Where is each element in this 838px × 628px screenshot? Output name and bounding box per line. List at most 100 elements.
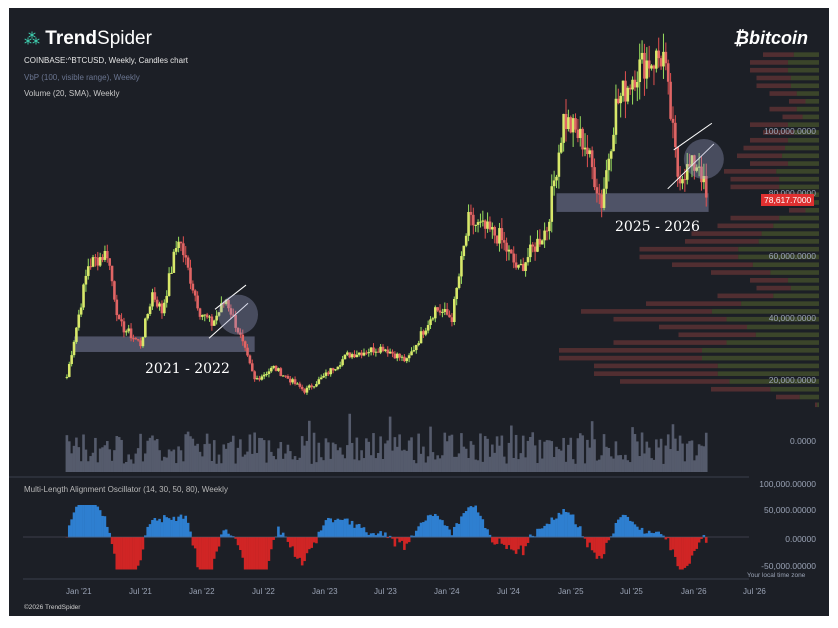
vbp-bar-down [646,301,742,306]
vbp-bar-down [659,324,747,330]
candle-body [327,372,330,375]
oscillator-bar [414,530,418,538]
oscillator-bar [108,532,111,538]
oscillator-bar [647,530,651,538]
vbp-bar-down [743,145,786,151]
candle-body [419,331,423,344]
volume-bar [203,444,207,472]
volume-bar [103,445,107,472]
oscillator-line[interactable]: Multi-Length Alignment Oscillator (14, 3… [24,485,228,494]
volume-bar [445,441,449,472]
volume-bar [172,449,176,472]
candle-body [210,316,214,326]
candle-body [191,283,195,291]
oscillator-bar [170,519,173,538]
volume-bar [545,440,549,472]
oscillator-bar [702,535,706,538]
candle-body [448,314,451,318]
candle-body [346,352,349,355]
oscillator-bar [250,537,254,570]
volume-bar [317,442,321,472]
volume-bar [362,458,366,472]
volume-bar [367,441,371,472]
volume-bar [120,439,123,472]
volume-bar [65,435,69,472]
volume-bar [391,450,394,472]
candle-body [231,314,235,316]
volume-bar [386,440,390,472]
oscillator-bar [659,534,663,538]
oscillator-bar [464,511,468,538]
candle-body [105,251,109,259]
candle-body [578,128,582,139]
candle-body [595,187,599,194]
candle-body [407,355,411,359]
oscillator-bar [540,528,544,538]
oscillator-bar [588,537,592,543]
volume-bar [269,451,273,472]
vbp-bar-up [755,332,819,338]
chart-canvas[interactable] [9,8,829,616]
oscillator-bar [398,537,401,543]
candle-body [386,349,390,354]
oscillator-bar [400,537,404,541]
volume-bar [400,450,404,472]
volume-bar [224,448,228,472]
volume-bar [215,463,218,472]
vbp-bar-down [750,122,788,127]
oscillator-bar [146,526,149,538]
volume-bar [609,456,613,472]
volume-line[interactable]: Volume (20, SMA), Weekly [24,89,120,98]
annotation-2025-2026: 2025 - 2026 [615,219,700,235]
vbp-bar-up [796,106,819,112]
oscillator-bar [125,537,128,570]
oscillator-bar [704,537,708,543]
oscillator-bar [129,537,133,570]
volume-bar [671,424,675,472]
volume-bar [272,455,275,472]
candle-body [96,257,100,266]
volume-bar [144,453,147,472]
volume-bar [617,455,620,472]
vbp-line[interactable]: VbP (100, visible range), Weekly [24,73,140,82]
vbp-bar-down [559,348,702,353]
x-tick: Jan '25 [558,587,584,596]
candle-body [652,65,656,69]
oscillator-bar [453,526,456,538]
volume-bar [94,437,97,472]
flag-channel-upper [214,284,247,310]
oscillator-bar [310,537,313,548]
oscillator-bar [353,527,356,538]
candle-body [388,351,392,354]
oscillator-bar [234,537,237,539]
volume-bar [536,463,539,472]
candle-body [474,224,477,226]
vbp-bar-up [787,137,819,143]
candle-body [683,179,687,181]
candle-body [498,228,501,244]
volume-bar [543,441,546,472]
candle-body [505,242,508,252]
oscillator-bar [239,537,242,550]
vbp-bar-down [750,161,788,166]
volume-bar [155,438,159,472]
candle-body [217,312,221,316]
oscillator-bar [136,537,140,566]
volume-bar [274,459,278,472]
volume-bar [279,442,283,472]
oscillator-bar [158,518,161,538]
candle-body [322,375,325,378]
candle-body [250,363,254,372]
vbp-bar-down [750,137,788,143]
volume-bar [448,435,451,472]
candle-body [567,117,570,130]
candle-body [543,230,546,241]
volume-bar [562,437,565,472]
oscillator-bar [201,537,204,570]
volume-bar [296,460,299,472]
oscillator-bar [595,537,599,559]
oscillator-bar [101,515,104,538]
oscillator-bar [296,537,299,559]
symbol-line[interactable]: COINBASE:^BTCUSD, Weekly, Candles chart [24,56,188,65]
